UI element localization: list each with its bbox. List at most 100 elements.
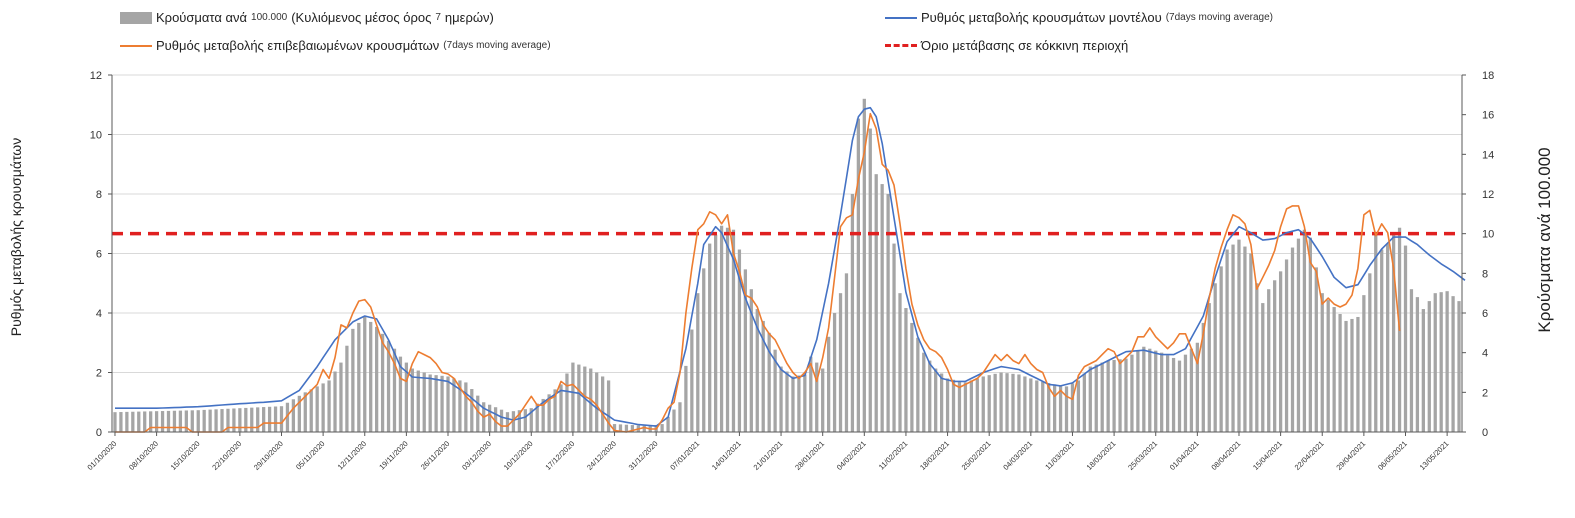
legend-threshold-swatch (885, 44, 917, 47)
bar (392, 348, 397, 432)
x-tick-label: 14/01/2021 (710, 439, 743, 472)
x-tick-label: 06/05/2021 (1376, 439, 1409, 472)
bar (279, 406, 284, 432)
bar (1403, 245, 1408, 432)
left-tick-label: 8 (96, 189, 102, 201)
bar (1344, 320, 1348, 432)
bar (1118, 359, 1122, 432)
bar (1041, 381, 1045, 432)
bar (612, 424, 617, 432)
bar (1278, 271, 1283, 432)
bar (125, 411, 129, 432)
bar (1249, 253, 1253, 432)
bar (458, 380, 462, 432)
bar (452, 378, 456, 432)
bar (743, 269, 748, 432)
x-tick-label: 17/12/2020 (543, 439, 576, 472)
right-tick-label: 12 (1482, 189, 1494, 201)
bar (1029, 378, 1033, 432)
bar (493, 407, 498, 432)
bar (285, 402, 290, 432)
bar (1332, 307, 1336, 432)
bar (363, 316, 367, 432)
bar (535, 403, 539, 432)
bar (1094, 364, 1098, 432)
bar (702, 268, 706, 432)
bar (137, 411, 141, 432)
bar (226, 408, 230, 432)
bar (1112, 359, 1116, 432)
bar (1142, 346, 1146, 432)
legend-confirmed-label-small: (7days moving average) (443, 40, 551, 51)
bar (1130, 354, 1134, 432)
bar (1171, 357, 1176, 432)
right-tick-label: 4 (1482, 348, 1488, 360)
bar (642, 425, 646, 432)
left-tick-label: 4 (96, 308, 102, 320)
bar (690, 329, 694, 432)
bar (755, 309, 759, 432)
bar (321, 383, 325, 432)
x-tick-label: 01/04/2021 (1168, 439, 1201, 472)
x-tick-label: 08/10/2020 (127, 439, 160, 472)
bar (309, 389, 313, 432)
x-tick-label: 04/02/2021 (835, 439, 868, 472)
bar (1273, 280, 1277, 432)
x-tick-label: 24/12/2020 (585, 439, 618, 472)
bar (577, 364, 581, 432)
bar (1100, 362, 1104, 432)
bar (969, 380, 973, 432)
bar (1154, 350, 1158, 432)
bar (410, 368, 414, 432)
right-tick-label: 0 (1482, 427, 1488, 439)
bar (291, 399, 296, 432)
bar-series (113, 98, 1461, 433)
bar (874, 174, 878, 432)
bar (511, 411, 516, 432)
bar (1177, 360, 1182, 432)
legend-bars-label2: (Κυλιόμενος μέσος όρος (291, 10, 432, 25)
bar (1356, 316, 1360, 432)
legend-model-label: Ρυθμός μεταβολής κρουσμάτων μοντέλου (921, 10, 1162, 25)
bar (1035, 380, 1039, 432)
bar (357, 322, 361, 432)
bar (523, 409, 527, 432)
bar (809, 356, 813, 432)
bar (975, 378, 979, 432)
legend-bars-label-small1: 100.000 (251, 12, 288, 23)
bar (1047, 383, 1051, 432)
bar (672, 409, 676, 432)
bar (1017, 374, 1021, 432)
bar (1308, 237, 1312, 432)
bar (713, 234, 718, 432)
x-tick-label: 25/03/2021 (1126, 439, 1159, 472)
bar (541, 398, 545, 432)
bar (1183, 354, 1188, 432)
bar (339, 362, 343, 432)
bar (1243, 246, 1247, 432)
bar (1124, 358, 1128, 432)
bar (1195, 342, 1199, 432)
bar (987, 375, 991, 432)
bar (731, 229, 736, 432)
bar (398, 356, 403, 432)
legend-threshold-label: Όριο μετάβασης σε κόκκινη περιοχή (921, 38, 1129, 53)
bar (351, 328, 355, 432)
bar (369, 321, 373, 432)
bar (1082, 373, 1086, 432)
bar (999, 372, 1003, 432)
bar (517, 410, 522, 432)
bar (154, 411, 159, 432)
bar (725, 227, 730, 432)
bar (696, 293, 700, 432)
bar (939, 373, 944, 432)
bar (928, 360, 932, 432)
bar (856, 118, 861, 432)
bar (1225, 249, 1229, 432)
legend-confirmed-label: Ρυθμός μεταβολής επιβεβαιωμένων κρουσμάτ… (156, 38, 440, 53)
bar (1237, 239, 1241, 432)
bar (1296, 238, 1301, 432)
bar (749, 289, 753, 432)
bar (1088, 366, 1092, 432)
